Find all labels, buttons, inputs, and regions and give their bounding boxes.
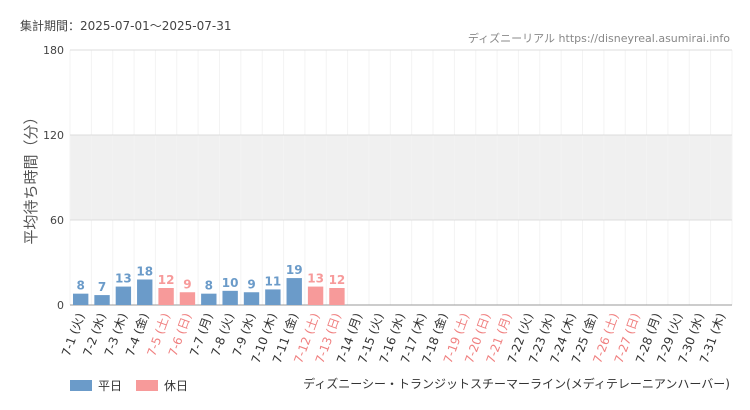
y-tick-label: 0 [57, 299, 64, 312]
value-label: 9 [247, 277, 255, 291]
shaded-band [70, 135, 732, 220]
y-tick-label: 60 [50, 214, 64, 227]
value-label: 12 [329, 273, 346, 287]
value-label: 13 [115, 272, 132, 286]
bar [94, 295, 110, 305]
value-label: 11 [265, 274, 282, 288]
y-tick-label: 180 [43, 44, 64, 57]
value-label: 7 [98, 280, 106, 294]
bar [329, 288, 345, 305]
bar [158, 288, 174, 305]
bar [115, 286, 132, 305]
bar [222, 290, 238, 305]
value-label: 8 [76, 279, 84, 293]
bar [72, 293, 89, 305]
legend-swatch [70, 380, 92, 391]
bar [137, 279, 153, 305]
bar [243, 292, 260, 305]
bar [201, 293, 217, 305]
legend-label: 休日 [164, 379, 188, 393]
y-tick-label: 120 [43, 129, 64, 142]
y-axis-label: 平均待ち時間（分） [22, 109, 40, 244]
bar [307, 286, 324, 305]
period-label: 集計期間：2025-07-01〜2025-07-31 [20, 18, 231, 33]
legend-swatch [136, 380, 158, 391]
bar [286, 278, 302, 305]
value-label: 10 [222, 276, 239, 290]
attraction-name: ディズニーシー・トランジットスチーマーライン(メディテレーニアンハーバー) [303, 376, 730, 391]
value-label: 18 [136, 265, 153, 279]
value-label: 19 [286, 263, 303, 277]
bar [179, 292, 196, 305]
bar [265, 289, 281, 305]
value-label: 13 [307, 272, 324, 286]
value-label: 12 [158, 273, 175, 287]
source: ディズニーリアル https://disneyreal.asumirai.inf… [468, 31, 730, 45]
value-label: 9 [183, 277, 191, 291]
value-label: 8 [205, 279, 213, 293]
legend-label: 平日 [98, 379, 122, 393]
